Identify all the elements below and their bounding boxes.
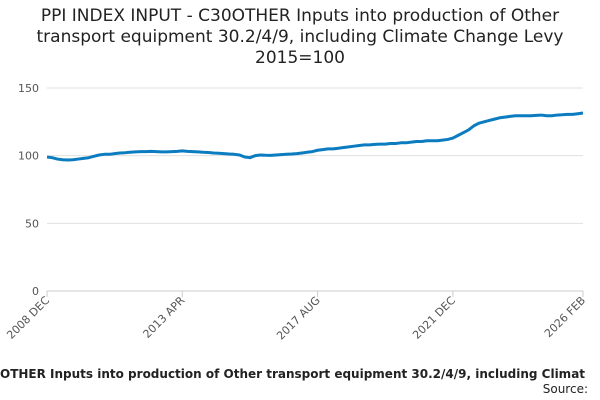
legend-label: OTHER Inputs into production of Other tr… bbox=[0, 367, 585, 381]
y-tick-label: 0 bbox=[32, 285, 39, 298]
x-tick-label: 2008 DEC bbox=[4, 294, 52, 342]
source-label: Source: bbox=[543, 382, 588, 396]
data-line bbox=[46, 111, 584, 162]
x-tick-label: 2013 APR bbox=[141, 294, 188, 341]
y-tick-label: 150 bbox=[18, 82, 39, 95]
x-tick-label: 2026 FEB bbox=[542, 294, 588, 340]
chart-title: PPI INDEX INPUT - C30OTHER Inputs into p… bbox=[36, 6, 564, 68]
x-tick-label: 2017 AUG bbox=[274, 294, 323, 343]
x-tick-label: 2021 DEC bbox=[410, 294, 458, 342]
y-tick-label: 100 bbox=[18, 150, 39, 163]
y-tick-label: 50 bbox=[25, 217, 39, 230]
